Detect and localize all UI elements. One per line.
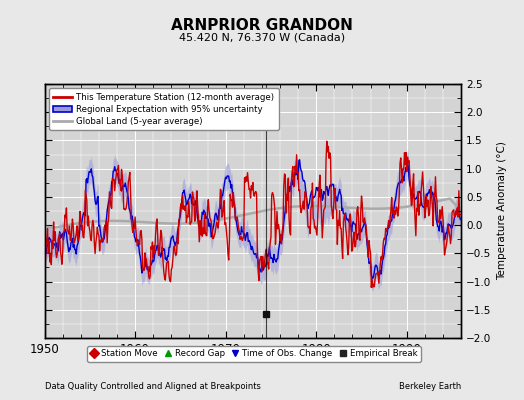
Text: ARNPRIOR GRANDON: ARNPRIOR GRANDON [171,18,353,33]
Y-axis label: Temperature Anomaly (°C): Temperature Anomaly (°C) [497,142,507,280]
Legend: Station Move, Record Gap, Time of Obs. Change, Empirical Break: Station Move, Record Gap, Time of Obs. C… [88,346,421,362]
Legend: This Temperature Station (12-month average), Regional Expectation with 95% uncer: This Temperature Station (12-month avera… [49,88,279,130]
Text: Data Quality Controlled and Aligned at Breakpoints: Data Quality Controlled and Aligned at B… [45,382,260,391]
Text: 45.420 N, 76.370 W (Canada): 45.420 N, 76.370 W (Canada) [179,33,345,43]
Text: Berkeley Earth: Berkeley Earth [399,382,461,391]
